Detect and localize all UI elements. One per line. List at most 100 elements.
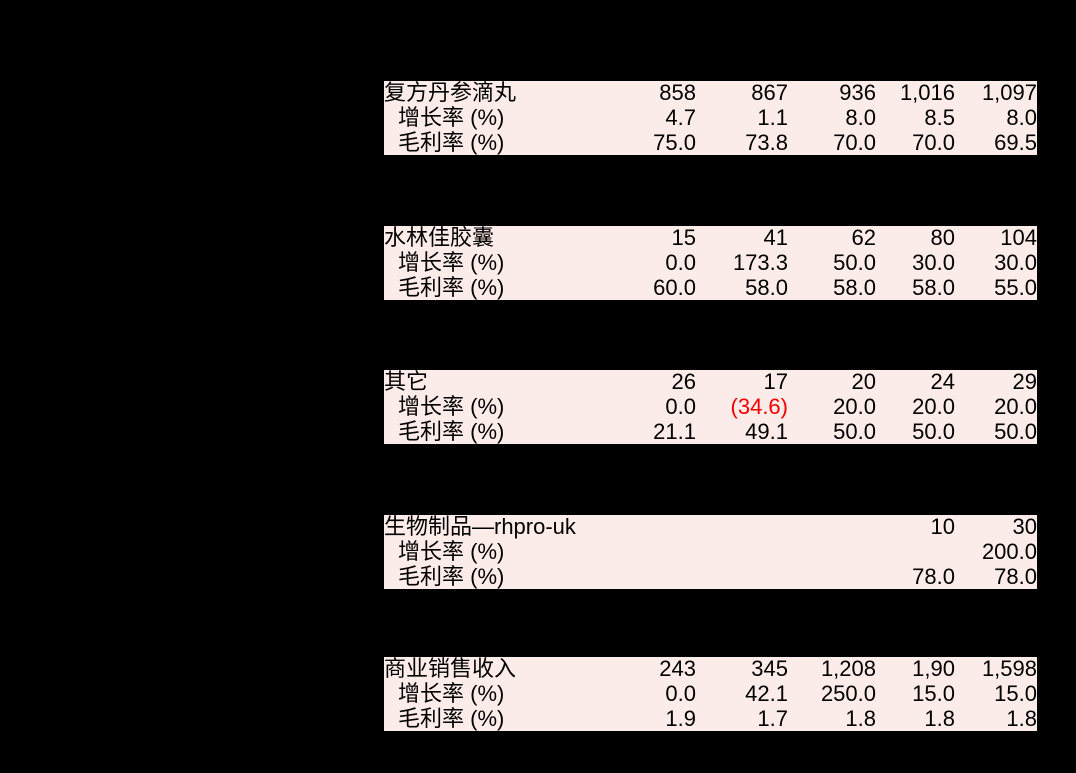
gross-margin-row: 毛利率 (%) 1.9 1.7 1.8 1.8 1.8 xyxy=(384,706,1037,731)
growth-rate-value: 173.3 xyxy=(732,249,788,275)
gross-margin-value: 21.1 xyxy=(653,418,696,444)
gross-margin-value: 1.9 xyxy=(665,705,696,731)
gross-margin-value: 60.0 xyxy=(653,274,696,300)
gross-margin-label: 毛利率 (%) xyxy=(398,274,505,300)
gross-margin-value: 58.0 xyxy=(745,274,788,300)
product-name: 商业销售收入 xyxy=(384,656,517,682)
revenue-value: 24 xyxy=(930,369,955,395)
gross-margin-value: 73.8 xyxy=(745,129,788,155)
product-name: 生物制品—rhpro-uk xyxy=(384,514,576,540)
gross-margin-row: 毛利率 (%) 21.1 49.1 50.0 50.0 50.0 xyxy=(384,419,1037,444)
gross-margin-value: 50.0 xyxy=(833,418,876,444)
growth-rate-value: 4.7 xyxy=(665,104,696,130)
gross-margin-label: 毛利率 (%) xyxy=(398,705,505,731)
growth-rate-value xyxy=(696,540,788,565)
growth-rate-label: 增长率 (%) xyxy=(398,249,505,275)
growth-rate-value: 30.0 xyxy=(912,249,955,275)
revenue-value: 104 xyxy=(1000,225,1037,251)
growth-rate-value: 8.0 xyxy=(845,104,876,130)
revenue-value: 1,016 xyxy=(899,80,955,106)
gross-margin-value: 58.0 xyxy=(912,274,955,300)
revenue-value: 30 xyxy=(1012,514,1037,540)
gross-margin-value: 70.0 xyxy=(833,129,876,155)
revenue-row: 其它 26 17 20 24 29 xyxy=(384,370,1037,395)
growth-rate-label: 增长率 (%) xyxy=(398,104,505,130)
growth-rate-value: 20.0 xyxy=(994,393,1037,419)
growth-rate-row: 增长率 (%) 0.0 (34.6) 20.0 20.0 20.0 xyxy=(384,395,1037,420)
revenue-value: 20 xyxy=(851,369,876,395)
revenue-value: 41 xyxy=(763,225,788,251)
growth-rate-row: 增长率 (%) 4.7 1.1 8.0 8.5 8.0 xyxy=(384,106,1037,131)
gross-margin-value: 1.8 xyxy=(1006,705,1037,731)
gross-margin-value: 1.7 xyxy=(757,705,788,731)
growth-rate-value: 0.0 xyxy=(665,393,696,419)
revenue-value xyxy=(696,515,788,540)
growth-rate-value: 15.0 xyxy=(994,680,1037,706)
growth-rate-value: 8.0 xyxy=(1006,104,1037,130)
gross-margin-row: 毛利率 (%) 78.0 78.0 xyxy=(384,564,1037,589)
gross-margin-value: 78.0 xyxy=(912,563,955,589)
revenue-value: 243 xyxy=(659,656,696,682)
gross-margin-value xyxy=(788,564,876,589)
revenue-value: 1,097 xyxy=(981,80,1037,106)
revenue-value: 10 xyxy=(930,514,955,540)
revenue-value: 62 xyxy=(851,225,876,251)
revenue-row: 生物制品—rhpro-uk 10 30 xyxy=(384,515,1037,540)
gross-margin-value: 1.8 xyxy=(845,705,876,731)
gross-margin-value: 1.8 xyxy=(924,705,955,731)
product-block: 其它 26 17 20 24 29 增长率 (%) 0.0 (34.6) 20.0 20.0 20.0… xyxy=(384,370,1037,444)
growth-rate-value: 8.5 xyxy=(924,104,955,130)
revenue-value xyxy=(604,515,696,540)
growth-rate-label: 增长率 (%) xyxy=(398,538,505,564)
product-block: 复方丹参滴丸 858 867 936 1,016 1,097 增长率 (%) 4.7 1.1 8.… xyxy=(384,81,1037,155)
growth-rate-value: 250.0 xyxy=(820,680,876,706)
growth-rate-value: 42.1 xyxy=(745,680,788,706)
gross-margin-value: 58.0 xyxy=(833,274,876,300)
product-table: 生物制品—rhpro-uk 10 30 增长率 (%) 200.0 毛利率 (%) 78.0… xyxy=(384,515,1037,589)
growth-rate-value xyxy=(788,540,876,565)
growth-rate-value: 0.0 xyxy=(665,680,696,706)
revenue-row: 水林佳胶囊 15 41 62 80 104 xyxy=(384,226,1037,251)
gross-margin-row: 毛利率 (%) 60.0 58.0 58.0 58.0 55.0 xyxy=(384,275,1037,300)
growth-rate-value: 20.0 xyxy=(912,393,955,419)
product-block: 水林佳胶囊 15 41 62 80 104 增长率 (%) 0.0 173.3 50.0 30.0 3… xyxy=(384,226,1037,300)
gross-margin-label: 毛利率 (%) xyxy=(398,129,505,155)
growth-rate-value xyxy=(604,540,696,565)
growth-rate-label: 增长率 (%) xyxy=(398,393,505,419)
revenue-row: 复方丹参滴丸 858 867 936 1,016 1,097 xyxy=(384,81,1037,106)
gross-margin-label: 毛利率 (%) xyxy=(398,418,505,444)
gross-margin-value: 50.0 xyxy=(994,418,1037,444)
product-table: 复方丹参滴丸 858 867 936 1,016 1,097 增长率 (%) 4.7 1.1 8.… xyxy=(384,81,1037,155)
growth-rate-value: 20.0 xyxy=(833,393,876,419)
product-table: 其它 26 17 20 24 29 增长率 (%) 0.0 (34.6) 20.0 20.0 20.0… xyxy=(384,370,1037,444)
revenue-value: 1,90 xyxy=(912,656,955,682)
revenue-value: 15 xyxy=(671,225,696,251)
growth-rate-value: (34.6) xyxy=(730,393,788,419)
product-block: 商业销售收入 243 345 1,208 1,90 1,598 增长率 (%) 0.0 42.1… xyxy=(384,657,1037,731)
revenue-value: 26 xyxy=(671,369,696,395)
product-name: 水林佳胶囊 xyxy=(384,225,495,251)
growth-rate-value: 30.0 xyxy=(994,249,1037,275)
growth-rate-row: 增长率 (%) 0.0 173.3 50.0 30.0 30.0 xyxy=(384,251,1037,276)
growth-rate-row: 增长率 (%) 200.0 xyxy=(384,540,1037,565)
revenue-row: 商业销售收入 243 345 1,208 1,90 1,598 xyxy=(384,657,1037,682)
revenue-value: 858 xyxy=(659,80,696,106)
product-table: 水林佳胶囊 15 41 62 80 104 增长率 (%) 0.0 173.3 50.0 30.0 3… xyxy=(384,226,1037,300)
gross-margin-value: 69.5 xyxy=(994,129,1037,155)
revenue-value: 867 xyxy=(751,80,788,106)
revenue-value: 1,598 xyxy=(981,656,1037,682)
growth-rate-value: 0.0 xyxy=(665,249,696,275)
revenue-value: 936 xyxy=(839,80,876,106)
growth-rate-value xyxy=(876,540,955,565)
gross-margin-value: 75.0 xyxy=(653,129,696,155)
gross-margin-label: 毛利率 (%) xyxy=(398,563,505,589)
product-block: 生物制品—rhpro-uk 10 30 增长率 (%) 200.0 毛利率 (%) 78.0… xyxy=(384,515,1037,589)
revenue-value: 29 xyxy=(1012,369,1037,395)
revenue-value: 17 xyxy=(763,369,788,395)
revenue-value xyxy=(788,515,876,540)
growth-rate-value: 200.0 xyxy=(981,538,1037,564)
gross-margin-value: 55.0 xyxy=(994,274,1037,300)
revenue-value: 80 xyxy=(930,225,955,251)
gross-margin-value: 70.0 xyxy=(912,129,955,155)
